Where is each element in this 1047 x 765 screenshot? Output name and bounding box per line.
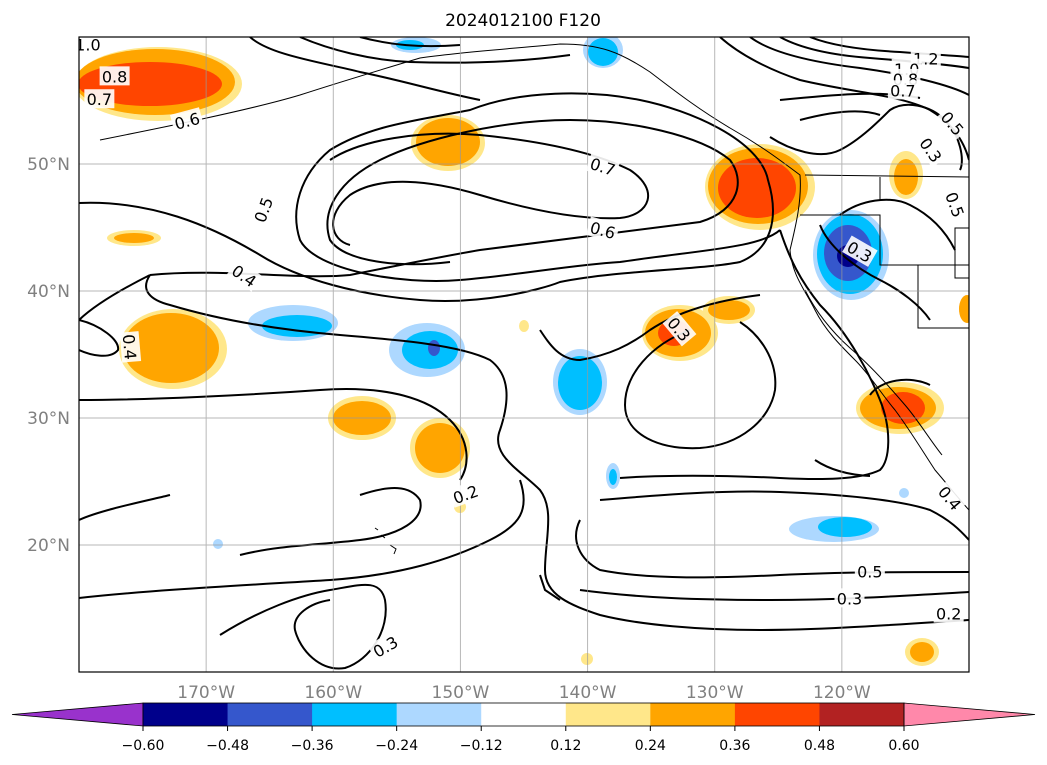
contour-label-bg — [169, 107, 204, 134]
contour-label-bg — [119, 331, 142, 363]
colorbar-bin — [734, 703, 820, 726]
colorbar-tick-label: 0.36 — [719, 738, 750, 754]
colorbar-bin — [481, 703, 567, 726]
colorbar-extend-max — [903, 702, 1036, 727]
contour-label-group: 0.4 — [119, 331, 142, 363]
anomaly-negative-small — [213, 37, 909, 549]
colorbar-labels: −0.60 −0.48 −0.36 −0.24 −0.12 0.12 0.24 0.36 0.4… — [122, 726, 920, 754]
anomaly-positive-west-pacific — [119, 309, 227, 389]
contour-label-group: 0.7 — [887, 80, 918, 100]
y-tick-label: 20°N — [27, 536, 70, 556]
anomaly-positive-pacific-nw — [705, 144, 815, 230]
contour-label-bg — [854, 561, 885, 581]
contour-label-bg — [662, 311, 697, 347]
x-tick-label: 130°W — [686, 683, 744, 703]
contour-lines — [79, 37, 969, 670]
colorbar-bin — [227, 703, 313, 726]
colorbar-bin — [312, 703, 398, 726]
colorbar-tick-label: 0.24 — [635, 738, 666, 754]
colorbar-extend-min — [11, 702, 144, 727]
colorbar-tick-label: −0.60 — [122, 738, 165, 754]
shaded-fields — [79, 37, 969, 666]
contour-label-group: 0.8 — [99, 66, 130, 86]
colorbar-bin — [565, 703, 651, 726]
colorbar-tick-label: −0.12 — [460, 738, 503, 754]
contour-label-bg — [933, 480, 968, 516]
contour-label-bg — [933, 603, 964, 623]
map-background — [79, 37, 969, 672]
anomaly-positive-north-pacific — [79, 47, 242, 121]
y-tick-labels: 20°N 30°N 40°N 50°N — [27, 155, 70, 556]
colorbar-tick-label: −0.36 — [291, 738, 334, 754]
colorbar — [11, 702, 1036, 727]
x-tick-labels: 170°W 160°W 150°W 140°W 130°W 120°W — [177, 683, 871, 703]
y-tick-label: 40°N — [27, 282, 70, 302]
contour-label-bg — [447, 479, 483, 508]
contour-label-bg — [842, 235, 878, 267]
contour-label-bg — [367, 630, 403, 662]
contour-label-group: 0.2 — [933, 603, 964, 624]
contour-label-group: 0.6 — [586, 216, 620, 243]
contour-label-bg — [586, 216, 620, 243]
contour-label: 0.3 — [837, 589, 862, 608]
map-frame — [78, 36, 970, 673]
colorbar-bin — [396, 703, 482, 726]
contour-label-group: 0.7 — [84, 89, 115, 109]
gridlines — [79, 37, 969, 672]
anomaly-positive-gulf — [411, 115, 485, 171]
contour-label: 0.2 — [936, 605, 961, 624]
colorbar-tick-label: 0.60 — [888, 738, 919, 754]
contour-label-bg — [935, 105, 969, 141]
contour-label-group: 0.3 — [834, 588, 865, 608]
contour-label-bg — [226, 258, 263, 292]
contour-label-bg — [834, 588, 865, 608]
contour-label-bg — [914, 132, 948, 168]
contour-label: 0.7 — [890, 81, 915, 100]
colorbar-bin — [650, 703, 736, 726]
x-tick-label: 120°W — [813, 683, 871, 703]
colorbar-bin — [819, 703, 905, 726]
contour-label: 1.0 — [75, 36, 100, 55]
y-tick-label: 30°N — [27, 409, 70, 429]
contour-label-bg — [585, 152, 621, 180]
contour-label-bg — [99, 66, 130, 86]
contour-label: 0.8 — [102, 67, 127, 86]
colorbar-frame — [142, 702, 905, 727]
x-tick-label: 170°W — [177, 683, 235, 703]
chart-title: 2024012100 F120 — [445, 11, 601, 31]
contour-label-bg — [887, 80, 918, 100]
colorbar-bin — [143, 703, 229, 726]
x-tick-label: 140°W — [559, 683, 617, 703]
y-tick-label: 50°N — [27, 155, 70, 175]
contour-label: 0.4 — [119, 333, 140, 360]
x-tick-label: 150°W — [432, 683, 490, 703]
contour-label-bg — [84, 89, 115, 109]
contour-label-bg — [248, 192, 277, 227]
colorbar-tick-label: −0.48 — [206, 738, 249, 754]
contour-label-bg — [79, 37, 103, 54]
x-tick-label: 160°W — [304, 683, 362, 703]
contour-label: 0.7 — [87, 90, 112, 109]
contour-label-group: 1.0 — [75, 36, 103, 55]
colorbar-tick-label: 0.12 — [550, 738, 581, 754]
contour-label-group: 0.5 — [854, 561, 885, 582]
contour-label: 0.5 — [857, 563, 882, 582]
colorbar-tick-label: 0.48 — [804, 738, 835, 754]
anomaly-negative-central — [248, 305, 607, 415]
colorbar-tick-label: −0.24 — [375, 738, 418, 754]
contour-label-bg — [941, 187, 969, 222]
